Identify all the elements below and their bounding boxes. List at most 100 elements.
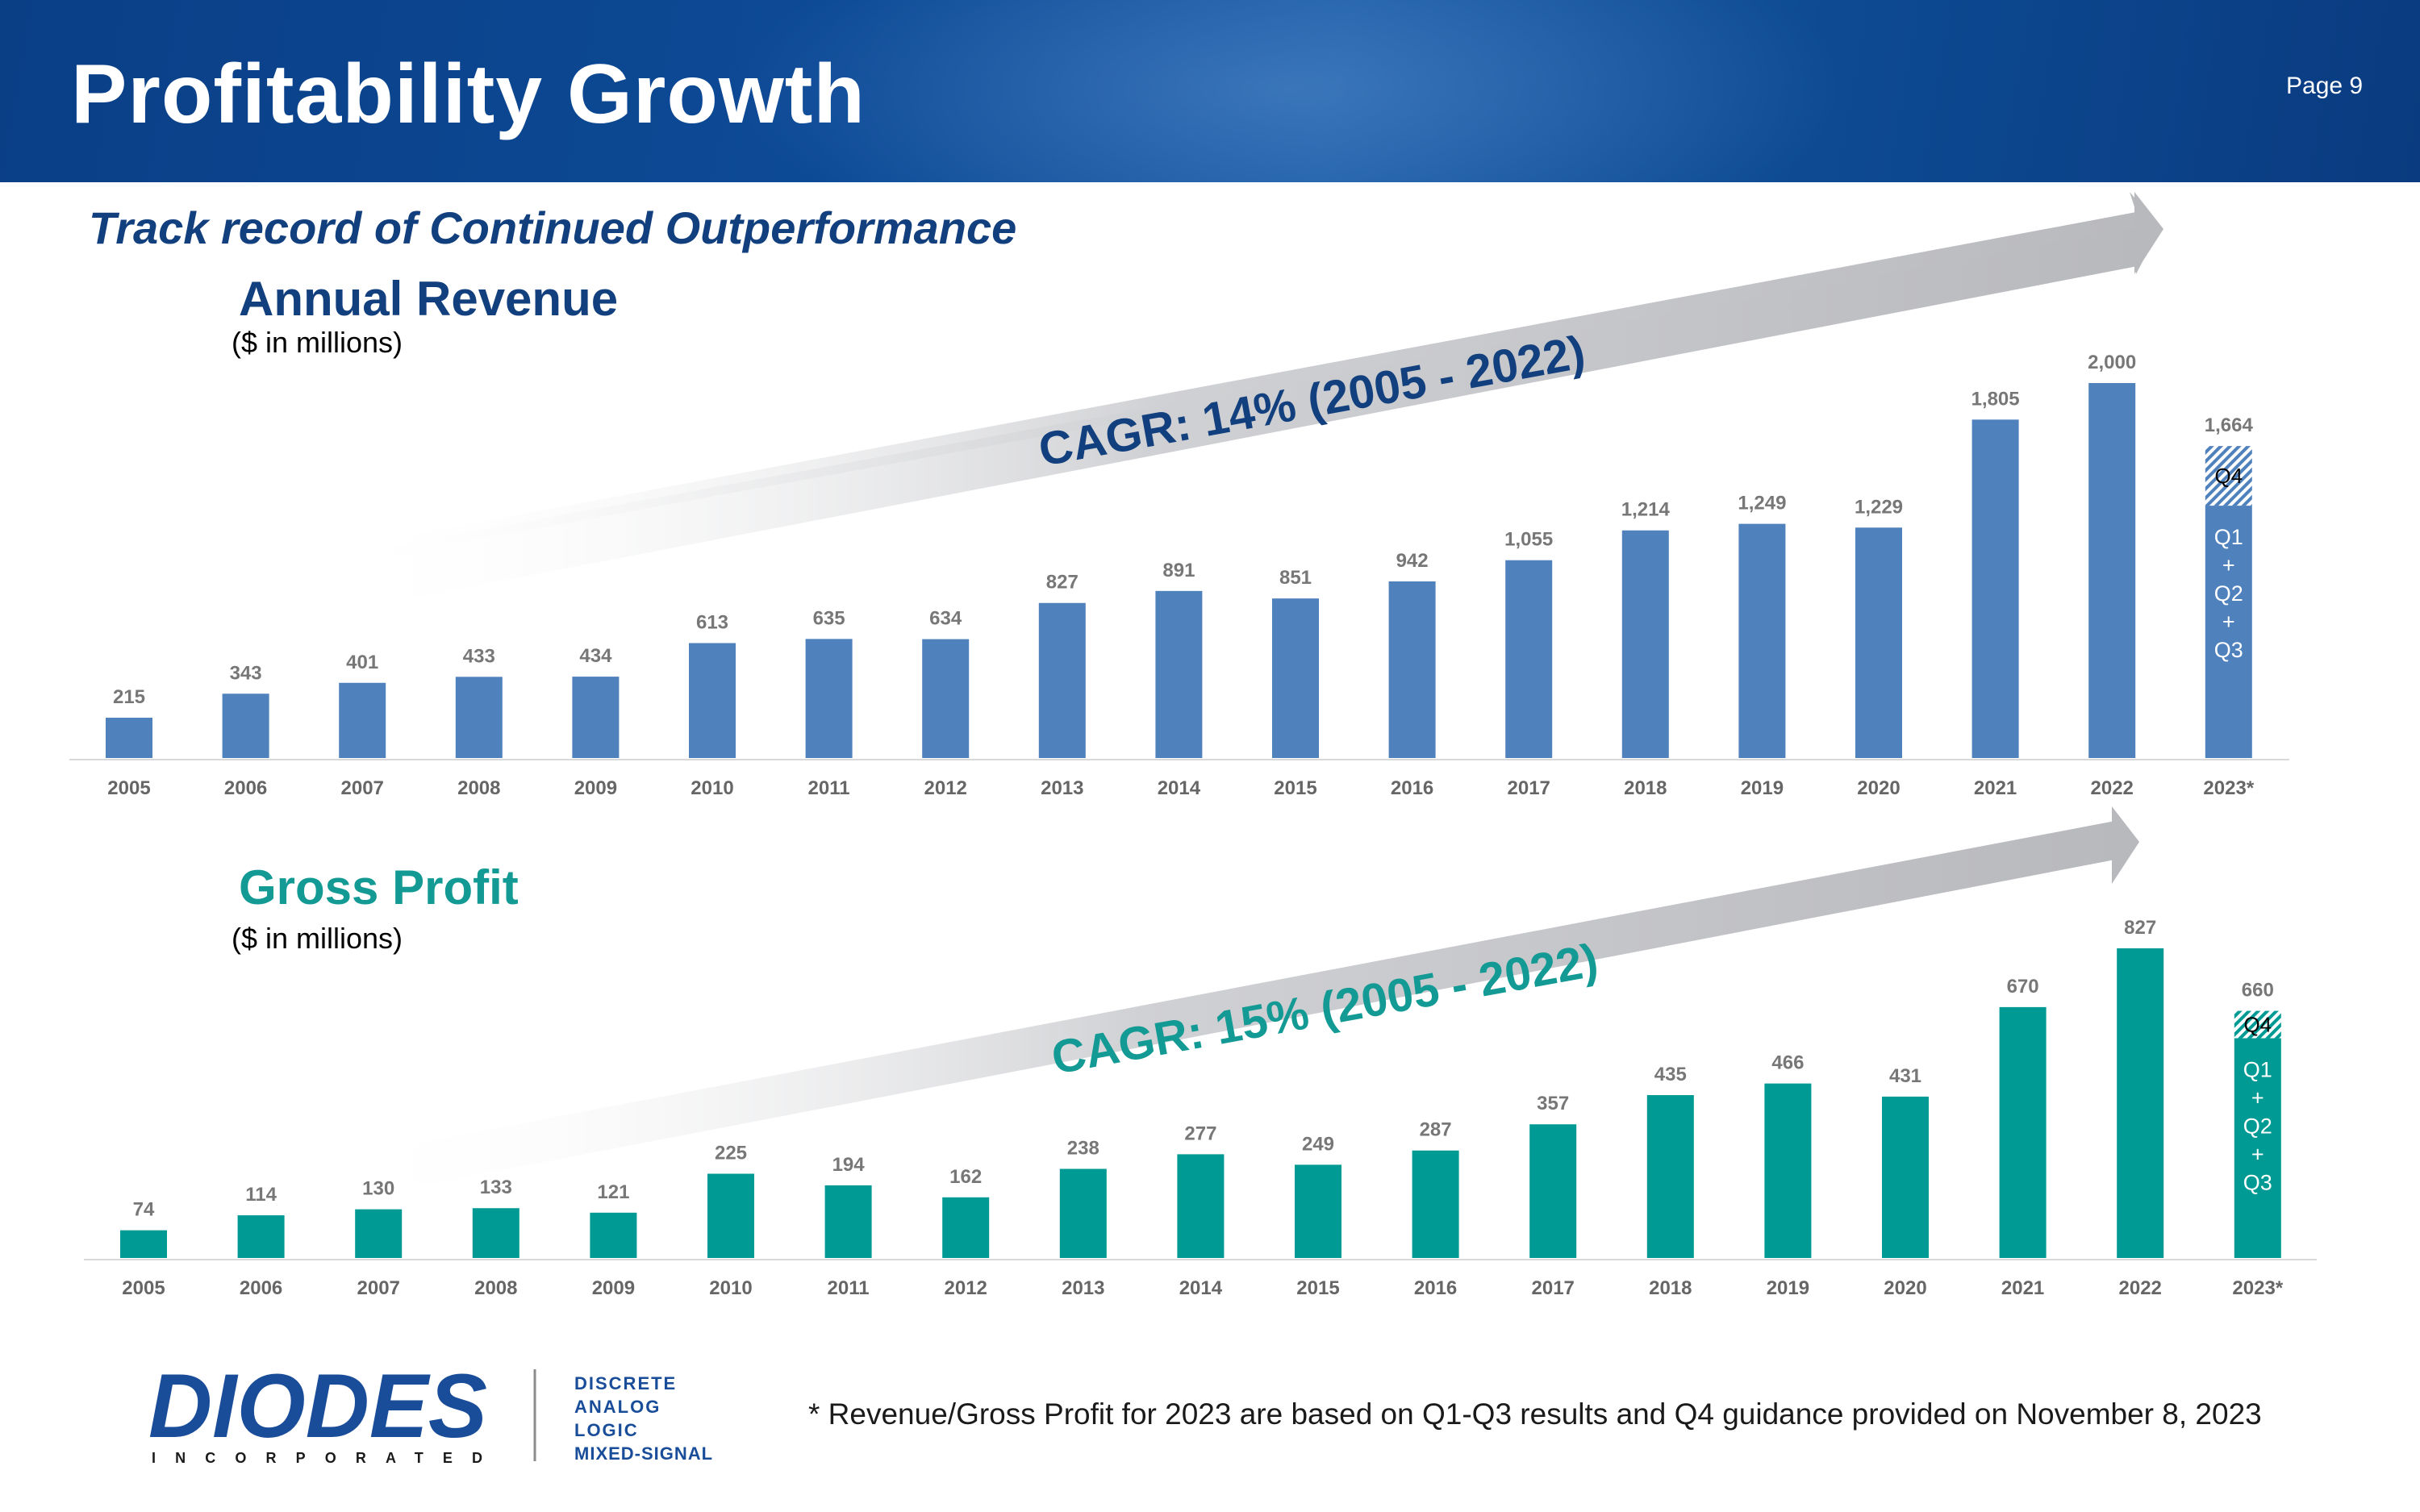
value-label-2022: 827 xyxy=(2124,917,2156,939)
value-label-2014: 277 xyxy=(1184,1123,1216,1144)
year-label-2005: 2005 xyxy=(122,1277,165,1299)
bar-2018 xyxy=(1646,1095,1694,1258)
q1-q3-segment-label-0: Q1 xyxy=(2243,1057,2272,1081)
value-label-2013: 238 xyxy=(1067,1137,1099,1159)
bar-2016 xyxy=(1412,1150,1459,1258)
bar-2012 xyxy=(922,639,970,758)
value-label-2007: 401 xyxy=(346,652,378,673)
bar-2006 xyxy=(237,1215,285,1258)
bar-2009 xyxy=(572,677,620,758)
value-label-2021: 1,805 xyxy=(1971,388,2020,410)
q1-q3-segment-label-4: Q3 xyxy=(2243,1170,2272,1194)
slide-subtitle: Track record of Continued Outperformance xyxy=(89,202,1017,253)
value-label-2017: 1,055 xyxy=(1504,529,1553,551)
year-label-2015: 2015 xyxy=(1274,777,1316,799)
bar-2012 xyxy=(942,1197,990,1258)
bar-2011 xyxy=(805,639,853,758)
bar-2021 xyxy=(1971,419,2019,758)
year-label-2009: 2009 xyxy=(574,777,617,799)
year-label-2018: 2018 xyxy=(1649,1277,1692,1299)
bar-2015 xyxy=(1272,598,1319,758)
value-label-2018: 1,214 xyxy=(1621,499,1671,521)
q1-q3-segment-label-2: Q2 xyxy=(2214,581,2243,606)
year-label-2008: 2008 xyxy=(457,777,500,799)
value-label-2009: 434 xyxy=(579,645,612,667)
value-label-2008: 133 xyxy=(480,1177,512,1198)
value-label-2015: 249 xyxy=(1302,1133,1334,1155)
page-number: Page 9 xyxy=(2286,73,2364,99)
value-label-2011: 194 xyxy=(832,1154,866,1176)
logo-descriptor-4: MIXED-SIGNAL xyxy=(574,1443,713,1464)
value-label-2022: 2,000 xyxy=(2088,352,2136,373)
year-label-2021: 2021 xyxy=(2001,1277,2044,1299)
value-label-2012: 634 xyxy=(929,608,962,630)
year-label-2017: 2017 xyxy=(1532,1277,1575,1299)
year-label-2019: 2019 xyxy=(1767,1277,1809,1299)
q1-q3-segment-label-3: + xyxy=(2251,1142,2264,1166)
year-label-2008: 2008 xyxy=(474,1277,517,1299)
value-label-2005: 74 xyxy=(133,1199,155,1221)
value-label-2007: 130 xyxy=(362,1178,394,1200)
bar-2007 xyxy=(355,1209,403,1258)
logo-descriptor-3: LOGIC xyxy=(574,1420,639,1440)
revenue-unit-label: ($ in millions) xyxy=(232,326,403,359)
revenue-cagr-arrow-head xyxy=(2134,192,2163,274)
bar-2005 xyxy=(106,718,152,758)
footnote: * Revenue/Gross Profit for 2023 are base… xyxy=(808,1397,2262,1431)
header-banner: Profitability Growth Page 9 xyxy=(0,0,2420,182)
bar-2020 xyxy=(1855,527,1902,758)
value-label-2011: 635 xyxy=(813,607,845,629)
bar-2009 xyxy=(590,1212,637,1258)
gross-profit-unit-label: ($ in millions) xyxy=(232,922,403,955)
q4-segment-label: Q4 xyxy=(2214,464,2243,488)
year-label-2015: 2015 xyxy=(1296,1277,1339,1299)
value-label-2023*: 1,664 xyxy=(2205,414,2254,436)
year-label-2009: 2009 xyxy=(592,1277,635,1299)
year-label-2012: 2012 xyxy=(945,1277,987,1299)
value-label-2006: 343 xyxy=(230,662,262,684)
value-label-2019: 466 xyxy=(1771,1052,1804,1074)
year-label-2005: 2005 xyxy=(107,777,150,799)
year-label-2010: 2010 xyxy=(691,777,733,799)
year-label-2006: 2006 xyxy=(240,1277,282,1299)
year-label-2007: 2007 xyxy=(341,777,384,799)
bar-2014 xyxy=(1177,1154,1225,1258)
bar-2013 xyxy=(1038,602,1086,758)
revenue-cagr-arrow-body xyxy=(335,227,2138,613)
revenue-bars: 215 2005 343 2006 401 2007 433 2008 434 2009 613 20… xyxy=(106,352,2255,799)
q4-segment-label: Q4 xyxy=(2243,1012,2272,1036)
year-label-2011: 2011 xyxy=(828,1277,870,1299)
gp-cagr-arrow-head xyxy=(2112,806,2139,884)
logo-descriptor-1: DISCRETE xyxy=(574,1373,677,1393)
bar-2011 xyxy=(824,1185,872,1258)
bar-2007 xyxy=(339,682,386,758)
year-label-2006: 2006 xyxy=(224,777,267,799)
value-label-2020: 431 xyxy=(1889,1065,1921,1087)
year-label-2023*: 2023* xyxy=(2203,777,2254,799)
bar-2019 xyxy=(1764,1083,1812,1258)
year-label-2007: 2007 xyxy=(357,1277,400,1299)
bar-2018 xyxy=(1621,530,1669,758)
q1-q3-segment-label-1: + xyxy=(2222,553,2235,577)
bar-2008 xyxy=(455,677,503,758)
bar-2019 xyxy=(1738,523,1786,758)
year-label-2020: 2020 xyxy=(1884,1277,1926,1299)
year-label-2022: 2022 xyxy=(2119,1277,2162,1299)
year-label-2016: 2016 xyxy=(1391,777,1433,799)
logo-descriptor-2: ANALOG xyxy=(574,1397,661,1417)
value-label-2016: 942 xyxy=(1396,550,1429,572)
bar-2023*-q4 xyxy=(2205,446,2252,506)
value-label-2005: 215 xyxy=(113,686,145,708)
year-label-2016: 2016 xyxy=(1414,1277,1457,1299)
value-label-2016: 287 xyxy=(1420,1119,1452,1141)
bar-2016 xyxy=(1388,581,1436,758)
value-label-2018: 435 xyxy=(1654,1064,1687,1085)
gp-cagr-arrow-body xyxy=(339,821,2115,1202)
value-label-2010: 613 xyxy=(696,611,728,633)
year-label-2017: 2017 xyxy=(1508,777,1550,799)
year-label-2014: 2014 xyxy=(1179,1277,1223,1299)
bar-2010 xyxy=(689,643,736,758)
diodes-logo: DIODES INCORPORATED DISCRETE ANALOG LOGI… xyxy=(148,1363,713,1466)
year-label-2013: 2013 xyxy=(1062,1277,1104,1299)
